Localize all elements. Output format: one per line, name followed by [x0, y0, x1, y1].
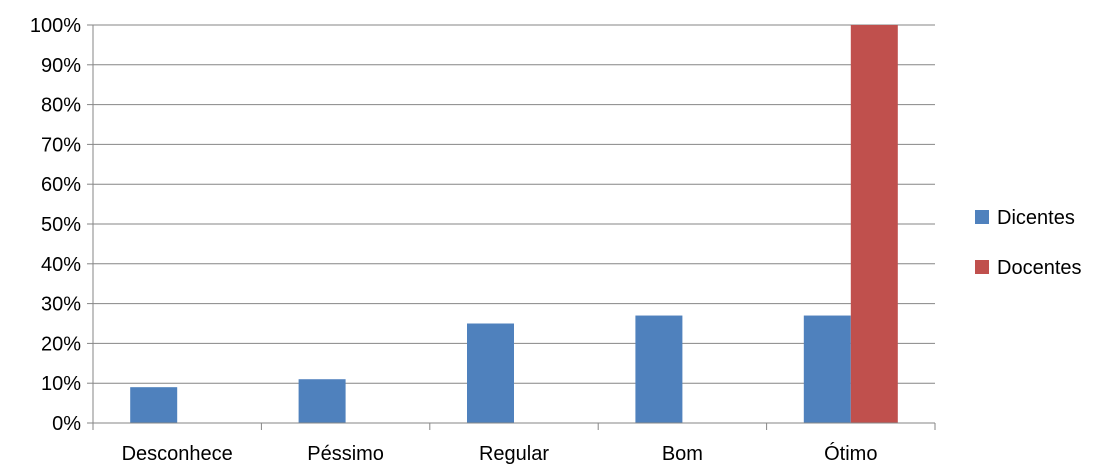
bar-dicentes-3	[635, 315, 683, 423]
bar-docentes-4	[850, 25, 898, 423]
bar-dicentes-1	[298, 379, 346, 423]
x-axis-tick-labels: Desconhece Péssimo Regular Bom Ótimo	[122, 442, 878, 465]
legend-swatch	[975, 210, 989, 224]
y-axis-tick-label: 10%	[41, 373, 81, 395]
bar-dicentes-4	[803, 315, 851, 423]
x-axis-tick-label: Bom	[662, 443, 703, 465]
legend-item-docentes: Docentes	[975, 257, 1082, 279]
y-axis-tick-label: 0%	[52, 413, 81, 435]
y-axis-tick-label: 20%	[41, 333, 81, 355]
y-axis-tick-label: 80%	[41, 95, 81, 117]
legend-swatch	[975, 260, 989, 274]
x-axis-tick-label: Ótimo	[824, 442, 877, 465]
bar-dicentes-2	[467, 323, 514, 423]
x-axis-tick-label: Péssimo	[307, 443, 384, 465]
legend: Dicentes Docentes	[975, 207, 1082, 279]
gridlines	[93, 24, 935, 384]
bar-dicentes-0	[130, 387, 178, 423]
legend-label: Dicentes	[997, 207, 1075, 229]
legend-label: Docentes	[997, 257, 1082, 279]
axes	[87, 24, 936, 430]
y-axis-tick-label: 100%	[30, 15, 81, 37]
y-axis-tick-label: 30%	[41, 294, 81, 316]
y-axis-tick-label: 40%	[41, 254, 81, 276]
y-axis-tick-labels: 0% 10% 20% 30% 40% 50% 60% 70% 80% 90% 100%	[30, 15, 81, 435]
y-axis-tick-label: 70%	[41, 134, 81, 156]
legend-item-dicentes: Dicentes	[975, 207, 1075, 229]
bars	[130, 25, 898, 423]
y-axis-tick-label: 60%	[41, 174, 81, 196]
y-axis-tick-label: 90%	[41, 55, 81, 77]
x-axis-tick-label: Regular	[479, 443, 549, 465]
x-axis-tick-label: Desconhece	[122, 443, 233, 465]
y-axis-tick-label: 50%	[41, 214, 81, 236]
